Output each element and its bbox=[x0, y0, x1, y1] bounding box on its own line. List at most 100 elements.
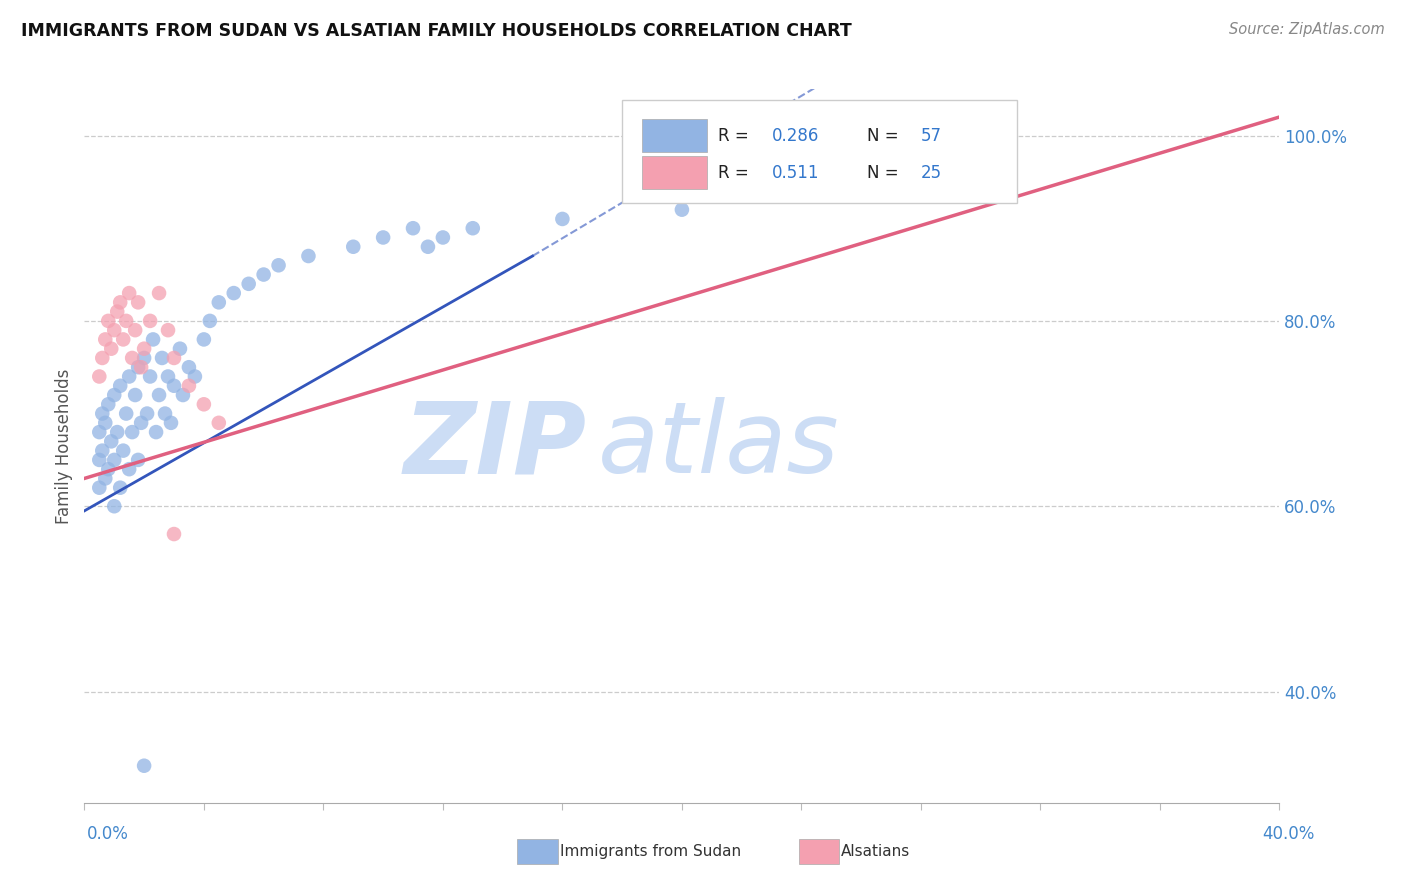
Point bbox=[94, 471, 117, 485]
Point bbox=[91, 407, 114, 421]
Point bbox=[145, 425, 167, 439]
Point bbox=[103, 323, 125, 337]
Point bbox=[89, 425, 111, 439]
Point bbox=[129, 416, 152, 430]
Point bbox=[115, 407, 138, 421]
Point bbox=[118, 462, 141, 476]
Text: IMMIGRANTS FROM SUDAN VS ALSATIAN FAMILY HOUSEHOLDS CORRELATION CHART: IMMIGRANTS FROM SUDAN VS ALSATIAN FAMILY… bbox=[21, 22, 852, 40]
Point bbox=[89, 369, 111, 384]
Point bbox=[160, 416, 183, 430]
Point bbox=[432, 230, 454, 244]
Point bbox=[551, 211, 574, 226]
Y-axis label: Family Households: Family Households bbox=[55, 368, 73, 524]
Point bbox=[157, 369, 180, 384]
Point bbox=[208, 295, 231, 310]
Point bbox=[253, 268, 276, 282]
Point bbox=[139, 369, 162, 384]
Point bbox=[198, 314, 221, 328]
Point bbox=[402, 221, 425, 235]
Point bbox=[671, 202, 693, 217]
Point bbox=[208, 416, 231, 430]
Point bbox=[184, 369, 207, 384]
Point bbox=[142, 333, 165, 347]
Point bbox=[163, 351, 186, 365]
Point bbox=[110, 378, 132, 392]
Point bbox=[849, 128, 872, 143]
Point bbox=[193, 333, 215, 347]
Point bbox=[94, 333, 117, 347]
Point bbox=[103, 388, 125, 402]
Point bbox=[121, 425, 143, 439]
Text: 25: 25 bbox=[921, 164, 942, 182]
Point bbox=[132, 342, 156, 356]
Point bbox=[100, 342, 122, 356]
Text: 57: 57 bbox=[921, 127, 942, 145]
Point bbox=[153, 407, 176, 421]
Point bbox=[238, 277, 260, 291]
Point bbox=[110, 295, 132, 310]
Point bbox=[121, 351, 143, 365]
Text: 0.511: 0.511 bbox=[772, 164, 820, 182]
Point bbox=[222, 286, 245, 301]
Point bbox=[139, 314, 162, 328]
Point bbox=[342, 240, 364, 254]
Point bbox=[177, 378, 200, 392]
Point bbox=[91, 351, 114, 365]
Point bbox=[110, 481, 132, 495]
Text: R =: R = bbox=[718, 127, 754, 145]
Point bbox=[150, 351, 173, 365]
Point bbox=[97, 397, 120, 411]
Text: atlas: atlas bbox=[599, 398, 839, 494]
Point bbox=[105, 304, 128, 318]
Text: R =: R = bbox=[718, 164, 759, 182]
Point bbox=[127, 360, 149, 375]
Point bbox=[89, 481, 111, 495]
Point bbox=[371, 230, 394, 244]
FancyBboxPatch shape bbox=[643, 120, 707, 152]
Point bbox=[416, 240, 439, 254]
Text: N =: N = bbox=[868, 127, 904, 145]
Point bbox=[136, 407, 159, 421]
Point bbox=[97, 314, 120, 328]
Text: Immigrants from Sudan: Immigrants from Sudan bbox=[560, 845, 741, 859]
Point bbox=[127, 453, 149, 467]
Point bbox=[177, 360, 200, 375]
Point bbox=[112, 333, 135, 347]
Point bbox=[94, 416, 117, 430]
Text: 40.0%: 40.0% bbox=[1263, 825, 1315, 843]
Point bbox=[129, 360, 152, 375]
Point bbox=[89, 453, 111, 467]
Point bbox=[163, 378, 186, 392]
Text: 0.0%: 0.0% bbox=[87, 825, 129, 843]
Point bbox=[112, 443, 135, 458]
Text: N =: N = bbox=[868, 164, 904, 182]
Point bbox=[118, 369, 141, 384]
Point bbox=[115, 314, 138, 328]
Point bbox=[127, 295, 149, 310]
Point bbox=[163, 527, 186, 541]
Point bbox=[124, 388, 146, 402]
Point bbox=[132, 758, 156, 772]
Point bbox=[148, 388, 170, 402]
Point bbox=[100, 434, 122, 449]
Point bbox=[148, 286, 170, 301]
Point bbox=[105, 425, 128, 439]
Point bbox=[267, 258, 290, 272]
Point bbox=[132, 351, 156, 365]
Point bbox=[118, 286, 141, 301]
Text: Alsatians: Alsatians bbox=[841, 845, 910, 859]
Point bbox=[157, 323, 180, 337]
Point bbox=[169, 342, 191, 356]
Point bbox=[461, 221, 484, 235]
Text: Source: ZipAtlas.com: Source: ZipAtlas.com bbox=[1229, 22, 1385, 37]
Point bbox=[97, 462, 120, 476]
Point bbox=[172, 388, 194, 402]
Point bbox=[103, 500, 125, 514]
Point bbox=[124, 323, 146, 337]
Text: ZIP: ZIP bbox=[404, 398, 586, 494]
Point bbox=[297, 249, 319, 263]
Point bbox=[91, 443, 114, 458]
Text: 0.286: 0.286 bbox=[772, 127, 818, 145]
Point bbox=[103, 453, 125, 467]
FancyBboxPatch shape bbox=[621, 100, 1017, 203]
